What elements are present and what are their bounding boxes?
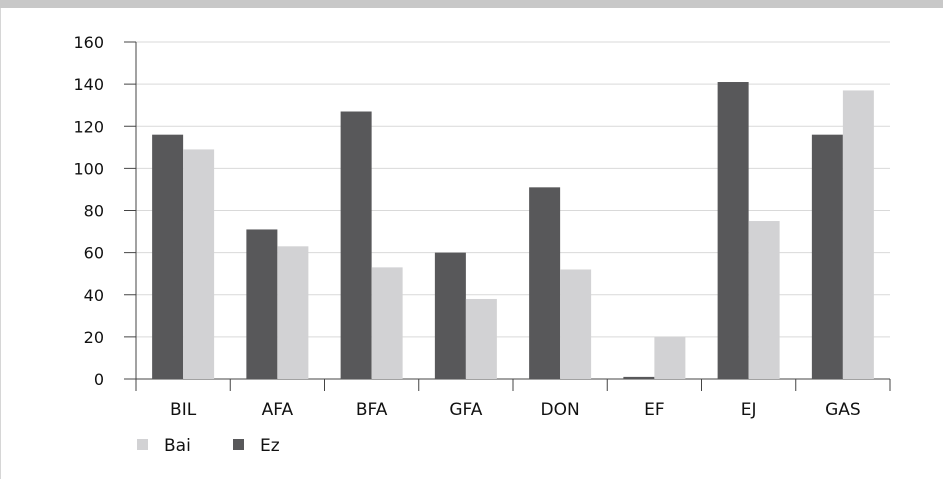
y-tick-label: 0: [94, 370, 104, 389]
bar-bai-bil: [183, 149, 215, 379]
bar-ez-bfa: [340, 111, 372, 379]
bar-ez-don: [529, 187, 561, 379]
bar-bai-gfa: [465, 298, 497, 379]
y-tick-label: 80: [84, 202, 104, 221]
x-category-label: DON: [541, 400, 580, 420]
bar-ez-afa: [246, 229, 278, 379]
y-tick-label: 40: [84, 286, 104, 305]
y-tick-label: 60: [84, 244, 104, 263]
bar-bai-ej: [748, 221, 780, 379]
bar-ez-gfa: [434, 252, 466, 379]
bar-ez-gas: [811, 134, 843, 379]
bar-bai-gas: [842, 90, 874, 379]
bar-ez-ef: [623, 376, 655, 379]
x-category-label: GAS: [825, 400, 861, 420]
top-band: [0, 0, 943, 8]
legend-swatch-bai: [137, 439, 148, 450]
y-tick-label: 100: [73, 159, 104, 178]
legend-label-bai: Bai: [164, 436, 191, 456]
legend-label-ez: Ez: [260, 436, 280, 456]
bar-bai-don: [560, 269, 592, 379]
x-category-label: BIL: [170, 400, 197, 420]
x-category-label: EF: [644, 400, 665, 420]
left-border: [0, 8, 1, 479]
x-category-label: AFA: [262, 400, 294, 420]
y-tick-label: 140: [73, 75, 104, 94]
y-tick-label: 120: [73, 117, 104, 136]
bar-bai-afa: [277, 246, 309, 379]
y-tick-label: 20: [84, 328, 104, 347]
bar-ez-ej: [717, 82, 749, 380]
bar-ez-bil: [152, 134, 184, 379]
legend-swatch-ez: [233, 439, 244, 450]
bar-bai-ef: [654, 336, 686, 379]
y-tick-label: 160: [73, 33, 104, 52]
x-category-label: GFA: [449, 400, 482, 420]
bar-bai-bfa: [371, 267, 403, 379]
x-category-label: EJ: [741, 400, 757, 420]
x-category-label: BFA: [356, 400, 388, 420]
